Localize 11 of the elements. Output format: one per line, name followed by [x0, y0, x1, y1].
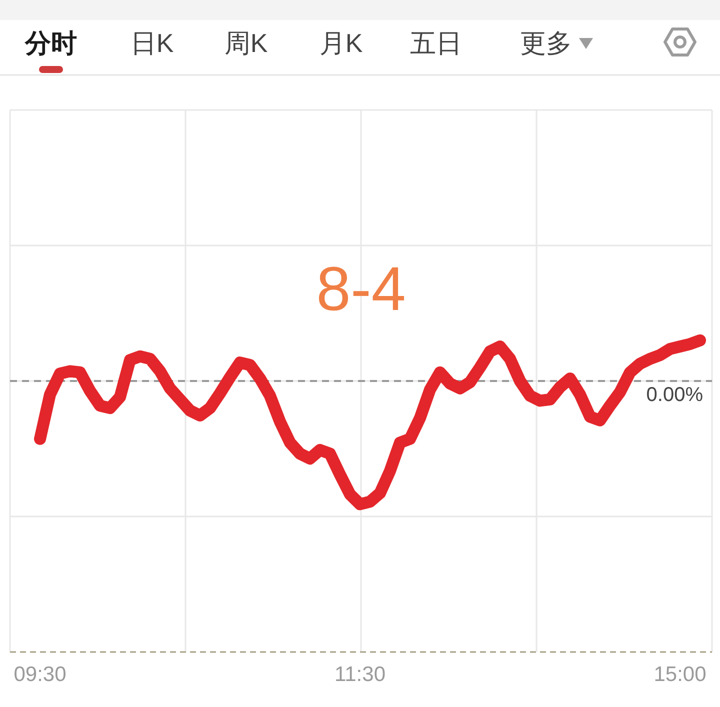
ref-line-label: 0.00%: [646, 384, 703, 406]
x-tick-label: 15:00: [654, 663, 706, 686]
tab-label: 分时: [25, 28, 77, 58]
tab-label: 周K: [224, 28, 268, 58]
x-tick-label: 11:30: [334, 663, 386, 686]
tab-label: 更多: [520, 28, 572, 58]
tab-label: 日K: [130, 28, 174, 58]
x-tick-label: 09:30: [14, 663, 66, 686]
tab-label: 五日: [410, 28, 462, 58]
tab-label: 月K: [319, 28, 363, 58]
chart-title: 8-4: [316, 255, 406, 324]
